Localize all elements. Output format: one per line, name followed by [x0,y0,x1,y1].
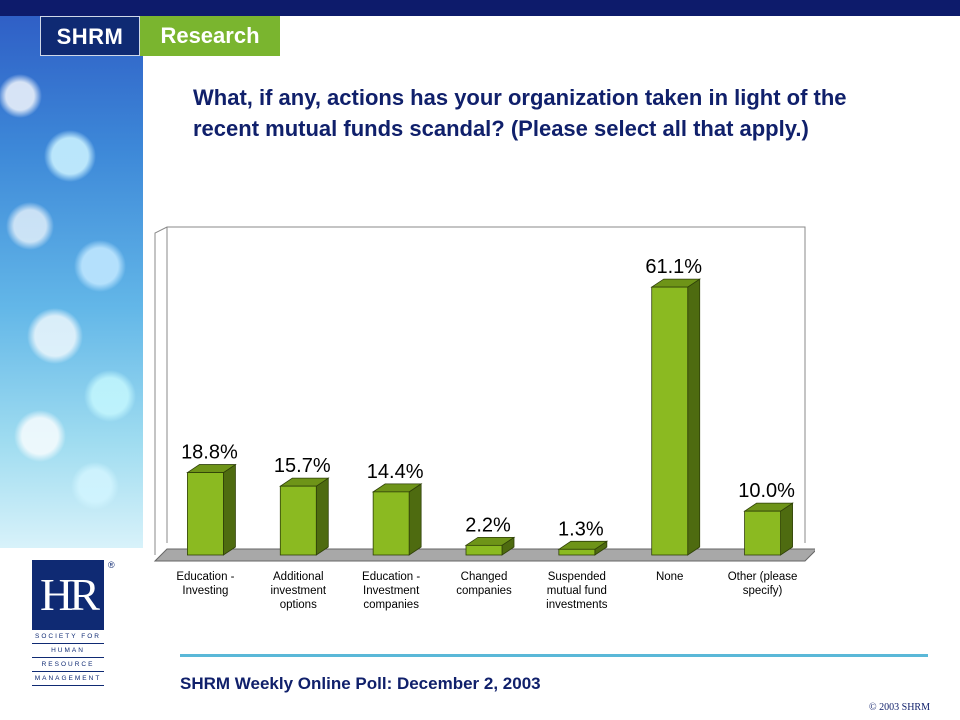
data-label: 18.8% [181,442,238,464]
brand-shrm: SHRM [40,16,140,56]
x-tick-label: Additional investment options [270,571,327,611]
x-tick-label: Education - Investing [176,571,235,597]
logo-line-3: RESOURCE [32,658,104,672]
data-label: 15.7% [274,455,331,477]
x-tick-label: Suspended mutual fund investments [546,571,608,611]
footer-divider [180,654,928,657]
x-tick-label: Education - Investment companies [362,571,421,611]
registered-mark: ® [108,560,115,570]
x-tick-label: Changed companies [456,571,512,597]
x-tick-label: Other (please specify) [727,571,798,597]
footer-title: SHRM Weekly Online Poll: December 2, 200… [180,674,541,693]
hr-logo: HR ® SOCIETY FOR HUMAN RESOURCE MANAGEME… [32,560,115,686]
bar-side [223,463,236,556]
data-label: 14.4% [367,461,424,483]
bar [187,472,224,556]
logo-line-4: MANAGEMENT [32,672,104,686]
brand-banner: SHRM Research [40,16,280,56]
brand-research: Research [140,16,280,56]
bar [651,286,689,556]
decorative-bokeh-strip [0,16,143,548]
plot-frame [154,226,806,555]
copyright: © 2003 SHRM [869,702,930,713]
bar [465,544,503,556]
data-label: 1.3% [558,518,604,540]
logo-line-2: HUMAN [32,644,104,658]
x-tick-label: None [655,571,684,583]
hr-logo-mark: HR [32,560,104,630]
top-bar [0,0,960,16]
bar [279,485,317,556]
bar [372,491,410,556]
bar-side [780,502,793,556]
data-label: 2.2% [465,514,511,536]
bar-side [315,477,329,556]
bar [558,548,596,556]
bar-side [687,278,701,556]
bar-chart: 18.8% 15.7% 14.4% 2.2% 1.3% 61.1% 10.0% [153,226,815,562]
bar-side [408,483,422,556]
question-title: What, if any, actions has your organizat… [193,85,847,141]
bar [744,510,781,556]
data-label: 61.1% [645,256,702,278]
logo-line-1: SOCIETY FOR [32,630,104,644]
data-label: 10.0% [738,480,795,502]
